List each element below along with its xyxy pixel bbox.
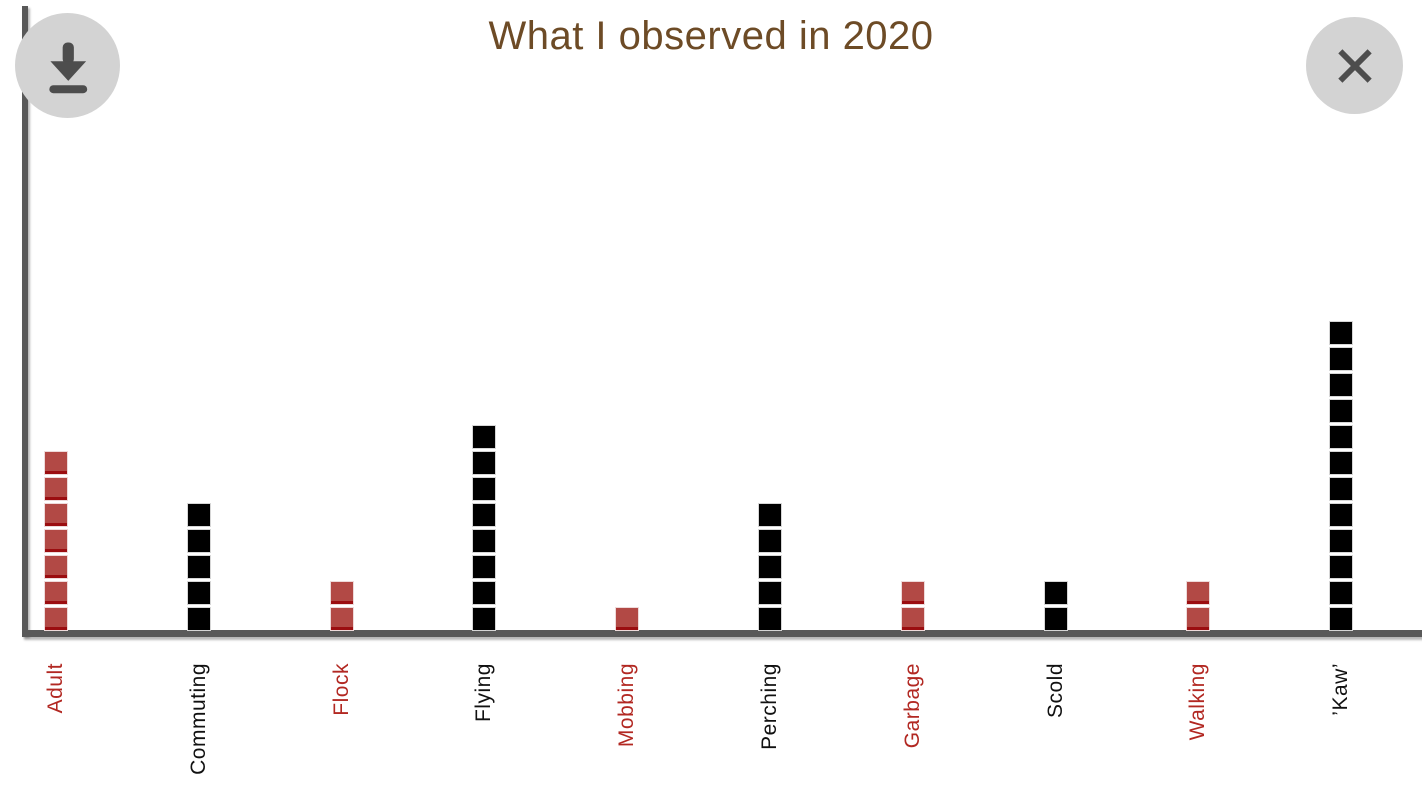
download-button[interactable] <box>15 13 120 118</box>
x-axis-label: Walking <box>1186 663 1210 741</box>
unit-square <box>330 608 353 630</box>
unit-square <box>1330 582 1353 604</box>
unit-square <box>901 582 924 604</box>
unit-square <box>473 504 496 526</box>
x-axis-label-wrap: ’Kaw’ <box>1326 663 1356 716</box>
x-axis-label: Mobbing <box>615 663 639 748</box>
unit-square <box>759 608 781 630</box>
unit-square <box>1044 608 1067 630</box>
bar-column <box>329 582 355 630</box>
x-axis-label-wrap: Adult <box>41 663 71 713</box>
x-axis-label-wrap: Perching <box>755 663 785 750</box>
x-axis-label: ’Kaw’ <box>1329 663 1353 716</box>
unit-square <box>45 608 67 630</box>
x-axis-label: Perching <box>758 663 781 750</box>
unit-square <box>473 582 496 604</box>
bar-column <box>1185 582 1211 630</box>
chart-title: What I observed in 2020 <box>488 14 934 58</box>
unit-square <box>45 556 67 578</box>
y-axis <box>22 6 28 636</box>
x-axis-label-wrap: Walking <box>1183 663 1213 740</box>
unit-square <box>1330 608 1353 630</box>
unit-square <box>1330 452 1353 474</box>
unit-square <box>473 608 496 630</box>
bar-column <box>1043 582 1069 630</box>
bar-column <box>43 452 69 630</box>
unit-square <box>187 530 210 552</box>
x-axis-label: Scold <box>1043 663 1067 719</box>
bar-column <box>614 608 640 630</box>
unit-square <box>473 452 496 474</box>
unit-square <box>473 556 496 578</box>
x-axis-label: Adult <box>44 663 67 714</box>
unit-square <box>187 504 210 526</box>
x-axis-label-wrap: Commuting <box>184 663 214 775</box>
x-axis-label-wrap: Scold <box>1041 663 1071 718</box>
x-axis-label: Flying <box>472 663 496 723</box>
bar-column <box>757 504 783 630</box>
bar-column <box>186 504 212 630</box>
unit-square <box>759 504 781 526</box>
unit-square <box>45 478 67 500</box>
x-axis-label-wrap: Flying <box>469 663 499 722</box>
unit-square <box>1187 582 1210 604</box>
unit-square <box>901 608 924 630</box>
unit-square <box>759 556 781 578</box>
unit-square <box>1330 374 1353 396</box>
unit-square <box>45 530 67 552</box>
unit-square <box>1330 348 1353 370</box>
unit-square <box>1330 400 1353 422</box>
unit-square <box>45 504 67 526</box>
unit-square <box>473 530 496 552</box>
x-axis-label-wrap: Flock <box>327 663 357 716</box>
unit-square <box>1044 582 1067 604</box>
bar-column <box>1328 322 1354 630</box>
x-axis <box>22 630 1422 637</box>
close-icon <box>1329 40 1381 92</box>
unit-square <box>1187 608 1210 630</box>
unit-square <box>45 452 67 474</box>
unit-square <box>759 530 781 552</box>
unit-square <box>187 556 210 578</box>
unit-square <box>1330 530 1353 552</box>
download-icon <box>36 34 100 98</box>
unit-square <box>330 582 353 604</box>
bar-column <box>471 426 497 630</box>
unit-square <box>1330 322 1353 344</box>
x-axis-label: Garbage <box>900 663 924 749</box>
unit-square <box>473 426 496 448</box>
unit-square <box>187 608 210 630</box>
bar-column <box>900 582 926 630</box>
unit-square <box>1330 504 1353 526</box>
unit-square <box>45 582 67 604</box>
unit-square <box>473 478 496 500</box>
x-axis-label: Flock <box>329 663 353 716</box>
unit-square <box>759 582 781 604</box>
unit-square <box>1330 426 1353 448</box>
close-button[interactable] <box>1306 17 1403 114</box>
unit-square <box>616 608 639 630</box>
unit-square <box>1330 556 1353 578</box>
x-axis-label-wrap: Mobbing <box>612 663 642 747</box>
unit-square <box>187 582 210 604</box>
x-axis-label-wrap: Garbage <box>898 663 928 748</box>
x-axis-label: Commuting <box>186 663 210 775</box>
unit-square <box>1330 478 1353 500</box>
